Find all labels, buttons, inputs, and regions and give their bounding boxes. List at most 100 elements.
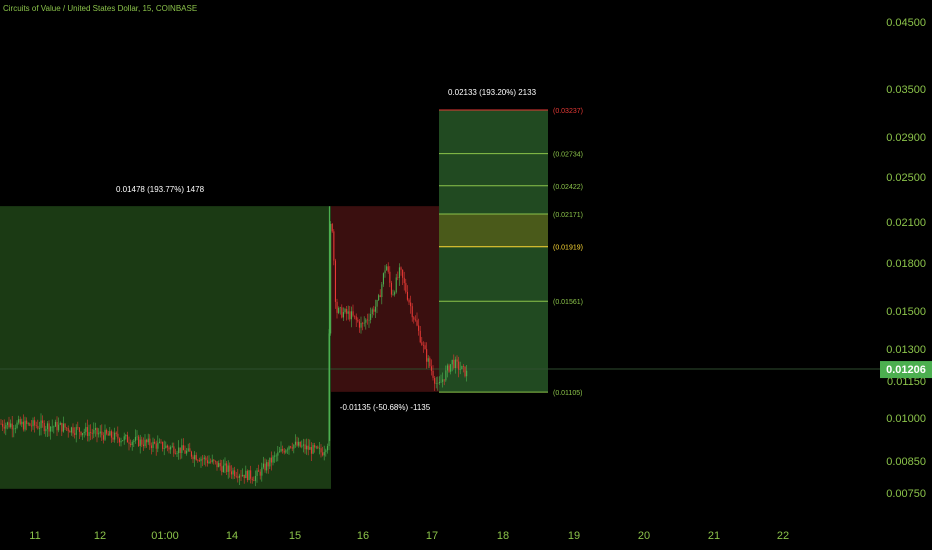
candle-body (98, 433, 100, 435)
candle-body (266, 462, 268, 471)
candle-body (333, 231, 335, 261)
candle-body (221, 466, 223, 473)
candle-body (104, 429, 106, 440)
candle-body (371, 309, 373, 315)
candle-body (437, 382, 439, 384)
candle-body (22, 421, 24, 430)
candle-body (54, 421, 56, 427)
fib-level-label: (0.01919) (553, 245, 583, 252)
candle-body (32, 420, 34, 427)
candle-body (51, 426, 53, 428)
candle-body (198, 460, 200, 462)
candle-body (296, 441, 298, 446)
candle-body (6, 422, 8, 426)
candle-body (315, 446, 317, 448)
candle-body (389, 271, 391, 283)
candle-body (373, 309, 375, 312)
candle-body (398, 267, 400, 278)
candle-body (285, 450, 287, 453)
candle-body (248, 470, 250, 481)
candle-body (8, 422, 10, 428)
candle-body (157, 442, 159, 449)
candle-body (402, 269, 404, 278)
candle-body (282, 449, 284, 451)
candle-body (110, 431, 112, 438)
candle-body (454, 359, 456, 369)
candle-body (246, 470, 248, 481)
candle-body (187, 448, 189, 451)
candle-body (35, 425, 37, 427)
candle-body (298, 441, 300, 446)
candle-body (277, 452, 279, 456)
candle-body (346, 309, 348, 314)
candle-body (392, 294, 394, 296)
candle-body (275, 455, 277, 457)
candle-body (448, 365, 450, 372)
candle-body (362, 322, 364, 324)
candle-body (206, 460, 208, 464)
price-tick-label: 0.01150 (887, 376, 926, 388)
candle-body (387, 266, 389, 272)
candle-body (341, 307, 343, 318)
candle-body (189, 448, 191, 452)
candle-body (378, 295, 380, 301)
candle-body (78, 427, 80, 432)
loss-measure-zone (331, 206, 439, 392)
candle-body (355, 316, 357, 320)
candle-body (434, 377, 436, 384)
candle-body (117, 433, 119, 439)
candle-body (350, 311, 352, 320)
candle-body (411, 306, 413, 318)
candle-body (150, 445, 152, 448)
candle-body (286, 449, 288, 451)
time-tick-label: 11 (29, 530, 40, 542)
candle-body (67, 427, 69, 432)
candle-body (235, 476, 237, 477)
candle-body (288, 446, 290, 450)
candle-body (10, 423, 12, 428)
candle-body (181, 445, 183, 454)
candle-body (122, 440, 124, 441)
candle-body (256, 470, 258, 476)
candle-body (320, 448, 322, 453)
candle-body (149, 438, 151, 446)
candle-body (339, 307, 341, 309)
price-tick-label: 0.01000 (886, 413, 926, 425)
candle-body (440, 381, 442, 383)
candle-body (152, 441, 154, 448)
time-tick-label: 14 (226, 530, 238, 542)
candle-body (322, 452, 324, 456)
fib-level-label: (0.02422) (553, 184, 583, 191)
candle-body (293, 444, 295, 449)
candle-body (390, 282, 392, 295)
candle-body (381, 284, 383, 298)
candle-body (283, 450, 285, 453)
time-tick-label: 15 (289, 530, 301, 542)
price-tick-label: 0.04500 (886, 17, 926, 29)
candle-body (74, 433, 76, 435)
candle-body (264, 463, 266, 471)
price-tick-label: 0.01500 (886, 306, 926, 318)
candle-body (261, 467, 263, 476)
candle-body (430, 366, 432, 371)
candle-body (96, 428, 98, 435)
candle-body (34, 420, 36, 426)
candle-body (445, 370, 447, 381)
candle-body (374, 306, 376, 312)
candle-body (125, 434, 127, 437)
candle-body (234, 470, 236, 477)
candle-body (250, 470, 252, 479)
current-price-label: 0.01206 (886, 364, 926, 376)
candle-body (131, 442, 133, 446)
fib-level-label: (0.01561) (553, 299, 583, 306)
candle-body (163, 448, 165, 449)
candle-body (91, 432, 93, 434)
candle-body (270, 457, 272, 463)
candle-body (424, 345, 426, 350)
candle-body (406, 291, 408, 300)
candle-body (88, 432, 90, 436)
candle-body (414, 319, 416, 321)
candle-body (42, 420, 44, 424)
candle-body (330, 223, 332, 334)
